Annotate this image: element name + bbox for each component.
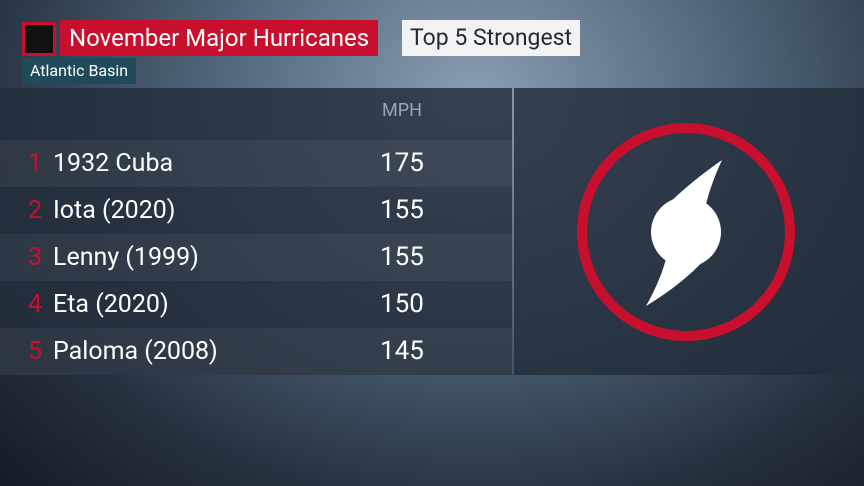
logo-icon: [22, 22, 56, 56]
title: November Major Hurricanes: [60, 20, 379, 56]
wind-speed: 155: [380, 195, 424, 225]
wind-speed: 155: [380, 242, 424, 272]
rank: 3: [28, 243, 43, 272]
table-row: 2 Iota (2020) 155: [0, 187, 512, 234]
table-row: 4 Eta (2020) 150: [0, 281, 512, 328]
column-header: MPH: [382, 100, 422, 121]
hurricane-name: Paloma (2008): [53, 337, 218, 366]
wind-speed: 175: [380, 148, 424, 178]
hurricane-name: Eta (2020): [53, 290, 169, 319]
hurricane-name: Iota (2020): [53, 196, 176, 225]
rank: 1: [28, 149, 43, 178]
rank: 5: [28, 337, 43, 366]
table-panel: 1 1932 Cuba 175 2 Iota (2020) 155 3 Lenny (1999…: [0, 88, 512, 375]
table-row: 5 Paloma (2008) 145: [0, 328, 512, 375]
rank: 2: [28, 196, 43, 225]
hurricane-name: Lenny (1999): [53, 243, 199, 272]
table-row: 1 1932 Cuba 175: [0, 140, 512, 187]
rank: 4: [28, 290, 43, 319]
table-row: 3 Lenny (1999) 155: [0, 234, 512, 281]
icon-panel: [514, 88, 864, 375]
wind-speed: 145: [380, 336, 424, 366]
badge: Top 5 Strongest: [402, 20, 581, 56]
hurricane-name: 1932 Cuba: [53, 149, 174, 178]
hurricane-icon: [577, 123, 795, 341]
wind-speed: 150: [380, 289, 424, 319]
subtitle: Atlantic Basin: [22, 58, 137, 84]
